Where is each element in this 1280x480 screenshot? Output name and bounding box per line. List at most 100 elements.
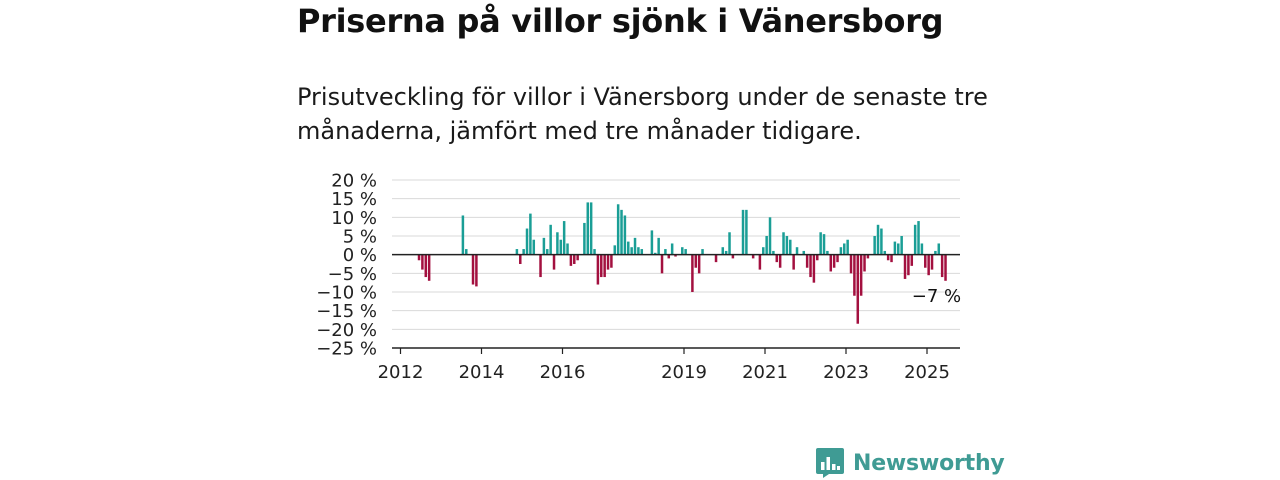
bar: [772, 250, 775, 255]
bar: [893, 241, 897, 255]
bar: [907, 254, 910, 276]
bar: [944, 254, 947, 281]
x-tick-label: 2012: [378, 362, 424, 383]
bar: [684, 249, 687, 255]
bar: [880, 228, 883, 255]
bar: [930, 254, 934, 270]
bar: [795, 247, 799, 255]
bar: [741, 209, 745, 255]
bar: [913, 224, 917, 255]
bar: [525, 228, 529, 255]
chart-title: Priserna på villor sjönk i Vänersborg: [297, 2, 944, 40]
y-tick-label: 10 %: [331, 208, 377, 229]
bar: [566, 243, 569, 255]
bar: [917, 221, 920, 255]
newsworthy-logo: Newsworthy: [815, 446, 1005, 480]
bar: [552, 254, 556, 270]
bar: [633, 237, 637, 255]
bar: [762, 247, 765, 255]
x-tick-label: 2016: [540, 362, 586, 383]
bar: [859, 254, 863, 296]
bar: [660, 254, 664, 274]
brand-name: Newsworthy: [853, 450, 1005, 476]
bar: [586, 202, 590, 255]
x-tick-label: 2021: [742, 362, 788, 383]
bar: [724, 250, 728, 255]
bar: [421, 254, 424, 270]
bar: [785, 236, 789, 255]
bar: [816, 254, 819, 261]
bar: [900, 236, 903, 255]
bar: [829, 254, 833, 272]
bar: [789, 239, 792, 255]
bar: [937, 243, 941, 255]
bar: [728, 232, 731, 255]
y-tick-label: 15 %: [331, 189, 377, 210]
bar: [927, 254, 930, 276]
bar: [890, 254, 893, 263]
x-axis-ticks: 2012 2014 2016 2019 2021 2023 2025: [378, 348, 950, 383]
bar: [849, 254, 853, 274]
y-tick-label: 0 %: [343, 245, 377, 266]
bar: [886, 254, 890, 261]
bar: [826, 250, 829, 255]
bar: [623, 215, 627, 255]
bar: [616, 204, 620, 255]
bar: [670, 243, 674, 255]
bar: [873, 236, 876, 255]
bar: [782, 232, 785, 255]
bar: [751, 254, 755, 259]
bar: [853, 254, 856, 296]
bar: [475, 254, 478, 287]
bar: [519, 254, 522, 264]
bar: [569, 254, 573, 266]
bar: [539, 254, 542, 278]
bar: [667, 254, 671, 259]
bar: [637, 247, 640, 255]
y-tick-label: −15 %: [316, 301, 377, 322]
bar: [924, 254, 927, 268]
bar: [681, 247, 684, 255]
bar: [809, 254, 812, 278]
bar-chart-speech-bubble-icon: [816, 448, 844, 478]
bar: [856, 254, 860, 324]
bar: [417, 254, 421, 261]
bar: [701, 249, 704, 255]
bar: [606, 254, 610, 270]
bar: [471, 254, 475, 285]
bar: [863, 254, 866, 272]
bar: [731, 254, 735, 259]
chart-subtitle: Prisutveckling för villor i Vänersborg u…: [297, 83, 988, 145]
y-axis-labels: 20 %15 %10 %5 %0 %−5 %−10 %−15 %−20 %−25…: [316, 171, 377, 360]
x-tick-label: 2019: [661, 362, 707, 383]
bar: [866, 254, 870, 259]
bar: [836, 254, 839, 263]
bar: [576, 254, 579, 261]
bar: [562, 221, 566, 255]
bar: [427, 254, 431, 281]
bar: [522, 249, 525, 255]
bar: [721, 247, 725, 255]
y-tick-label: −20 %: [316, 320, 377, 341]
bar: [589, 202, 593, 255]
bar: [461, 215, 465, 255]
bar: [883, 250, 887, 255]
bar: [559, 239, 563, 255]
x-tick-label: 2025: [904, 362, 950, 383]
bar: [556, 232, 559, 255]
bar: [768, 217, 772, 255]
bar: [903, 254, 907, 279]
bar: [745, 209, 748, 255]
bar: [846, 239, 849, 255]
bar: [630, 247, 633, 255]
bar: [573, 254, 576, 264]
bar: [691, 254, 694, 292]
bar: [549, 224, 552, 255]
bar: [620, 209, 623, 255]
bar: [532, 239, 536, 255]
bar: [802, 250, 806, 255]
y-tick-label: 20 %: [331, 171, 377, 192]
bar: [765, 236, 768, 255]
x-tick-label: 2023: [823, 362, 869, 383]
